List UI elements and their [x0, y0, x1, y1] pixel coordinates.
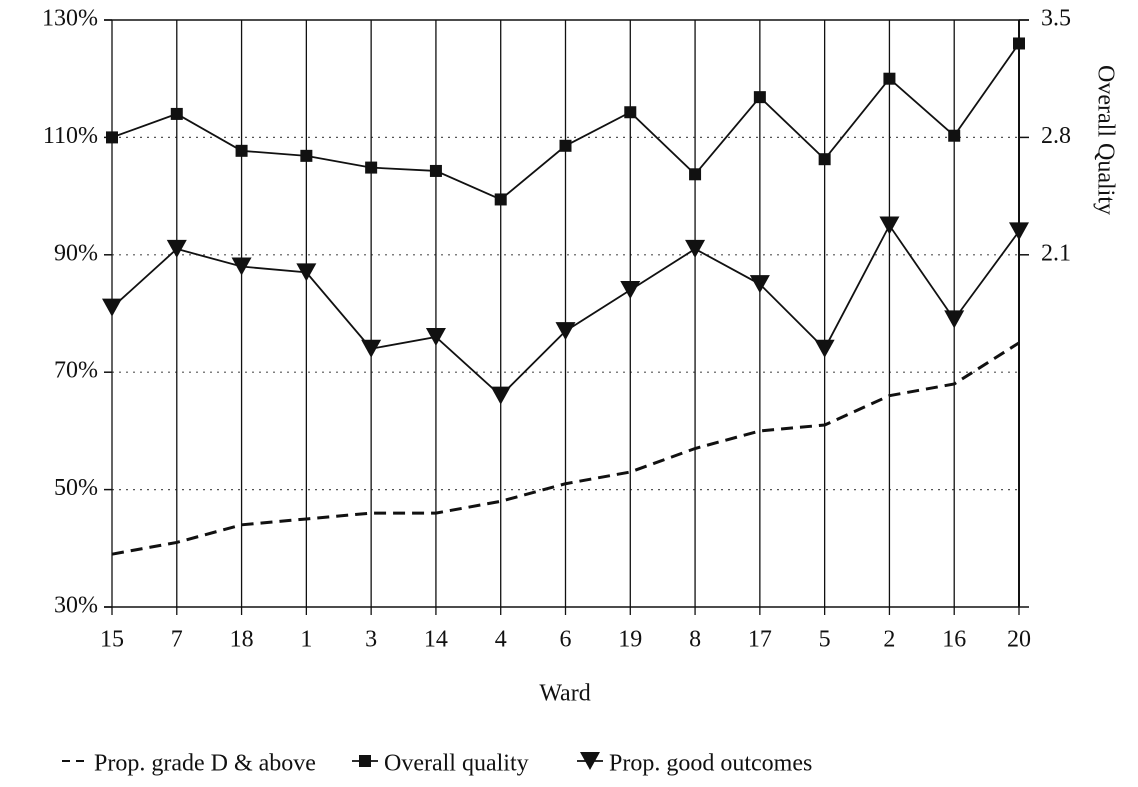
marker-square [359, 755, 371, 767]
marker-triangle [620, 281, 641, 300]
marker-square [365, 161, 378, 174]
legend-label: Prop. good outcomes [609, 751, 812, 777]
marker-triangle [555, 322, 576, 341]
x-tick-label: 14 [424, 627, 448, 653]
marker-triangle [944, 310, 965, 329]
marker-square [624, 106, 637, 119]
y-tick-label: 130% [42, 6, 98, 32]
y2-tick-label: 2.1 [1041, 240, 1071, 266]
marker-triangle [580, 752, 600, 770]
legend-label: Overall quality [384, 751, 529, 777]
marker-square [300, 149, 313, 162]
x-tick-label: 5 [819, 627, 831, 653]
x-tick-label: 8 [689, 627, 701, 653]
marker-square [818, 153, 831, 166]
marker-square [883, 72, 896, 85]
marker-square [170, 107, 183, 120]
marker-triangle [231, 257, 252, 276]
marker-triangle [166, 239, 187, 258]
x-tick-label: 18 [230, 627, 254, 653]
y2-tick-label: 2.8 [1041, 123, 1071, 149]
y-tick-label: 30% [54, 593, 98, 619]
x-tick-label: 20 [1007, 627, 1031, 653]
y-tick-label: 110% [43, 123, 98, 149]
marker-triangle [425, 327, 446, 346]
marker-square [689, 168, 702, 181]
marker-square [753, 91, 766, 104]
marker-square [559, 139, 572, 152]
x-tick-label: 19 [618, 627, 642, 653]
series-line [111, 341, 1020, 556]
marker-square [948, 129, 961, 142]
y2-tick-label: 3.5 [1041, 6, 1071, 32]
marker-triangle [296, 263, 317, 282]
marker-triangle [749, 275, 770, 294]
marker-triangle [879, 216, 900, 235]
x-tick-label: 4 [495, 627, 507, 653]
marker-square [235, 144, 248, 157]
marker-triangle [361, 339, 382, 358]
x-tick-label: 1 [300, 627, 312, 653]
marker-square [429, 164, 442, 177]
y-tick-label: 70% [54, 358, 98, 384]
x-tick-label: 16 [942, 627, 966, 653]
x-tick-label: 6 [560, 627, 572, 653]
x-tick-label: 15 [100, 627, 124, 653]
legend-label: Prop. grade D & above [94, 751, 316, 777]
y2-axis-label: Overall Quality [1092, 65, 1118, 215]
marker-square [1013, 37, 1025, 50]
marker-square [494, 193, 507, 206]
x-tick-label: 7 [171, 627, 183, 653]
marker-triangle [685, 239, 706, 258]
x-tick-label: 2 [883, 627, 895, 653]
marker-triangle [102, 298, 122, 317]
marker-square [106, 131, 118, 144]
x-tick-label: 3 [365, 627, 377, 653]
y-tick-label: 90% [54, 240, 98, 266]
x-axis-label: Ward [539, 681, 590, 707]
y-tick-label: 50% [54, 475, 98, 501]
x-tick-label: 17 [748, 627, 772, 653]
marker-triangle [814, 339, 835, 358]
marker-triangle [490, 386, 511, 405]
marker-triangle [1009, 222, 1029, 241]
